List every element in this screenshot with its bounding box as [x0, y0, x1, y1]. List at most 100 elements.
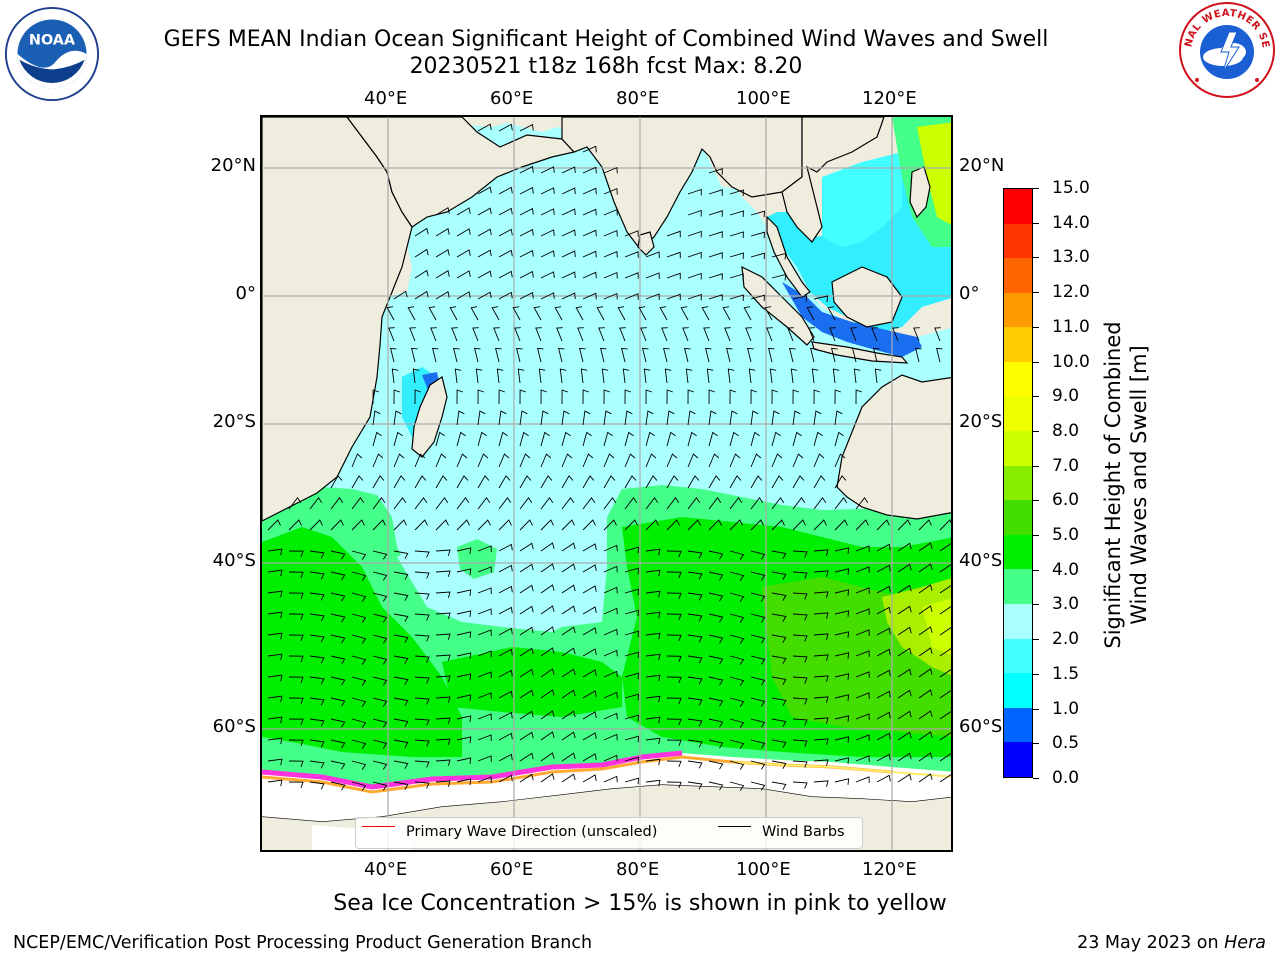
wind-barb [663, 347, 670, 363]
wind-barb [540, 292, 555, 300]
wind-barb [477, 671, 492, 679]
wind-barb [393, 634, 409, 643]
wave-pocket-south-central [397, 537, 592, 632]
wind-barb [708, 168, 723, 175]
wind-barb [666, 431, 676, 447]
wind-barb [750, 497, 764, 510]
wind-barb [540, 626, 555, 636]
map-gridlines [262, 117, 951, 850]
wind-barb [834, 631, 850, 638]
wind-barb [372, 389, 379, 405]
lon-tick-bottom-60e: 60°E [490, 859, 534, 880]
wind-barb [561, 542, 576, 552]
wind-barb [624, 777, 639, 785]
wind-barb [561, 647, 576, 657]
wind-barb [771, 453, 783, 468]
wind-barb [708, 519, 722, 531]
wind-barb [806, 306, 815, 321]
wind-barb [624, 272, 639, 279]
wind-barb [666, 389, 673, 405]
wind-barb [498, 732, 513, 741]
colorbar-title-line2: Wind Waves and Swell [m] [1127, 345, 1151, 625]
wind-barb [288, 519, 302, 531]
wind-barb [435, 780, 451, 787]
colorbar-tick-label: 9.0 [1052, 386, 1080, 407]
wind-barb [771, 655, 787, 664]
wind-barb [790, 368, 798, 384]
colorbar-segment [1004, 569, 1032, 605]
wind-barb [435, 675, 451, 682]
wind-barb [813, 475, 826, 489]
wind-barb [414, 718, 430, 726]
wind-barb [603, 389, 610, 405]
wind-barb [918, 668, 933, 678]
wind-barb [514, 327, 521, 342]
wind-barb [603, 475, 616, 489]
wind-barb [624, 609, 639, 617]
wind-barb [708, 676, 724, 686]
wind-barb [393, 655, 409, 664]
wind-barb [855, 734, 870, 741]
wind-barb [876, 774, 891, 783]
wind-barb [386, 306, 395, 321]
wind-barb [705, 347, 712, 363]
wind-barb [687, 634, 703, 643]
wind-barb [540, 563, 555, 573]
wind-barb [540, 710, 555, 720]
wind-barb [351, 613, 367, 623]
wind-barb [582, 774, 597, 783]
wind-barb [449, 306, 458, 321]
wind-barb [645, 653, 661, 661]
wind-barb [897, 519, 911, 531]
wind-barb [456, 410, 465, 426]
wind-barb [477, 566, 492, 574]
wind-barb [456, 497, 470, 510]
wind-barb [645, 475, 658, 489]
wind-barb [582, 690, 597, 699]
colorbar-tick-label: 6.0 [1052, 490, 1080, 511]
wind-barb [750, 781, 766, 791]
wind-barb [372, 781, 388, 791]
wind-barb [603, 250, 618, 258]
wind-barb [309, 519, 323, 531]
wind-barb [876, 585, 891, 594]
wind-barb [537, 347, 544, 363]
wind-barb [540, 668, 555, 678]
wind-barb [729, 592, 745, 602]
wind-barb [267, 737, 283, 745]
wind-barb [603, 586, 618, 594]
wind-barb [876, 669, 891, 678]
wind-barb [540, 431, 550, 447]
wind-barb [498, 228, 513, 237]
wind-barb [596, 306, 605, 321]
wind-barb [771, 550, 787, 559]
wind-barb [393, 290, 408, 300]
wind-barb [687, 550, 703, 559]
wind-barb [582, 453, 594, 468]
wind-barb [750, 210, 765, 218]
lon-tick-top-40e: 40°E [364, 88, 408, 109]
wind-barb [603, 628, 618, 636]
wind-barb [813, 633, 829, 640]
wind-barb [687, 760, 703, 769]
wind-barb [603, 544, 618, 552]
wind-barb [351, 676, 367, 686]
wind-barb [666, 293, 681, 301]
wind-barb [771, 760, 787, 769]
wind-barb [561, 250, 576, 258]
wind-barb [666, 697, 682, 705]
wind-barb [645, 590, 661, 598]
wind-barb [666, 497, 680, 510]
wind-barb [267, 611, 283, 619]
wind-barb [666, 475, 679, 489]
wind-barb [873, 347, 880, 363]
wind-barb [582, 497, 596, 510]
wind-barb [666, 410, 675, 426]
legend-wind-barbs-swatch [718, 826, 751, 827]
map-legend: Primary Wave Direction (unscaled) Wind B… [355, 817, 863, 849]
wind-barb [687, 697, 703, 706]
colorbar-segment [1004, 707, 1032, 743]
lon-tick-bottom-100e: 100°E [736, 859, 791, 880]
lat-tick-left-20s: 20°S [212, 411, 256, 432]
wind-barb [897, 542, 912, 552]
